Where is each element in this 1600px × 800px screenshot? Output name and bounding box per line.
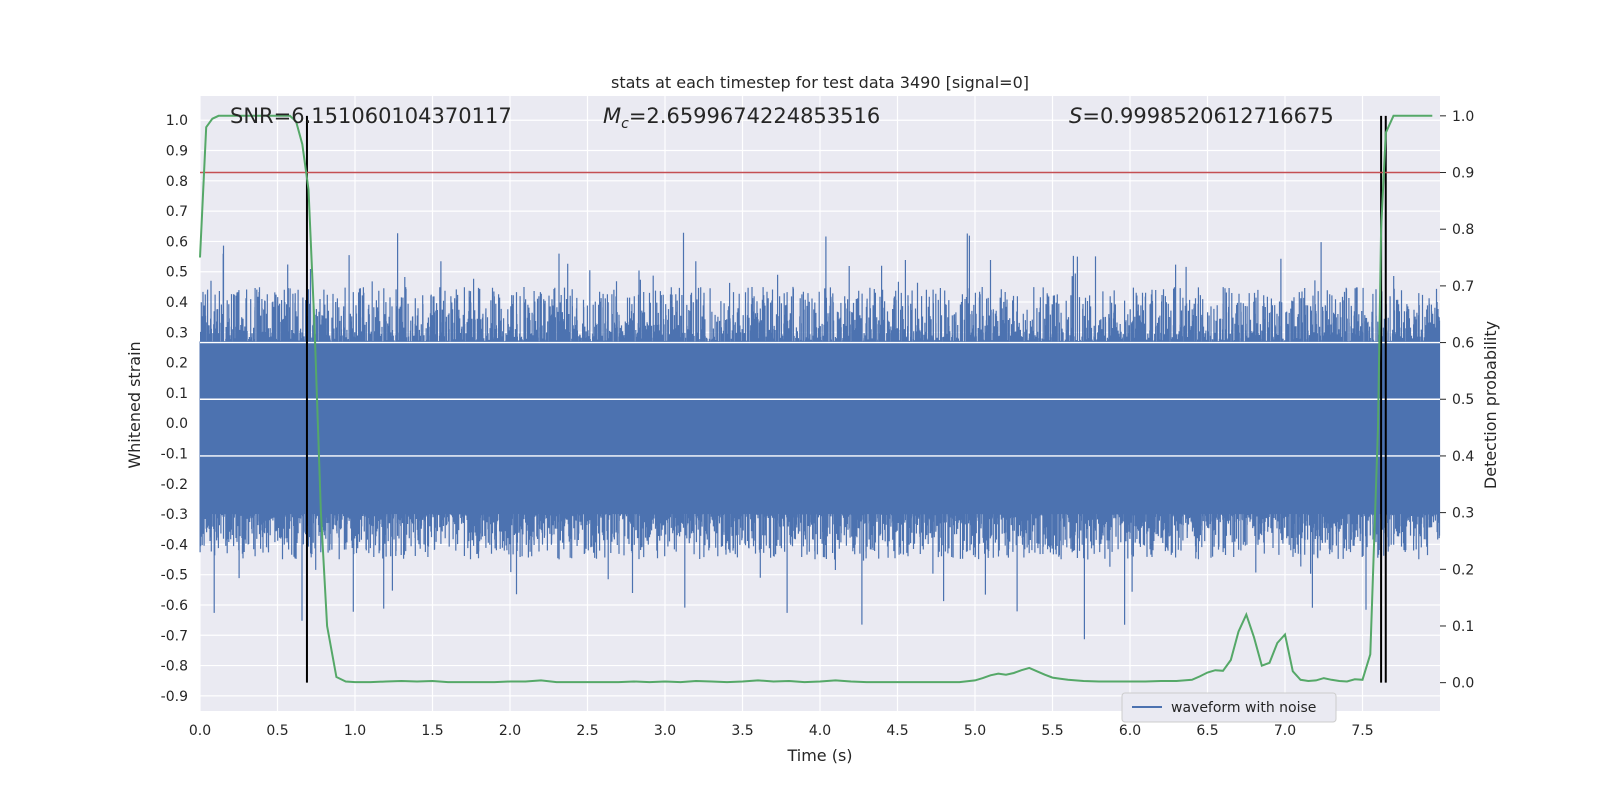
y2-tick-label-10: 0.0 xyxy=(1452,676,1474,692)
x-tick-label-4: 2.0 xyxy=(499,723,521,739)
y-tick-label-4: 0.6 xyxy=(166,234,188,250)
y-tick-label-12: -0.2 xyxy=(161,477,188,493)
y-tick-label-14: -0.4 xyxy=(161,537,188,553)
y2-tick-label-8: 0.2 xyxy=(1452,562,1474,578)
y2-axis-label: Detection probability xyxy=(1481,321,1500,489)
y2-tick-label-4: 0.6 xyxy=(1452,336,1474,352)
y-tick-label-13: -0.3 xyxy=(161,507,188,523)
x-tick-label-1: 0.5 xyxy=(266,723,288,739)
y-tick-label-11: -0.1 xyxy=(161,446,188,462)
y-tick-label-19: -0.9 xyxy=(161,689,188,705)
y2-tick-label-9: 0.1 xyxy=(1452,619,1474,635)
snr-annotation: SNR=6.151060104370117 xyxy=(230,104,512,128)
x-tick-label-8: 4.0 xyxy=(809,723,831,739)
x-tick-label-9: 4.5 xyxy=(886,723,908,739)
x-tick-label-11: 5.5 xyxy=(1041,723,1063,739)
y-tick-label-10: 0.0 xyxy=(166,416,188,432)
x-tick-label-12: 6.0 xyxy=(1119,723,1141,739)
x-tick-label-3: 1.5 xyxy=(421,723,443,739)
y-tick-label-2: 0.8 xyxy=(166,174,188,190)
chart-title: stats at each timestep for test data 349… xyxy=(611,73,1029,92)
y2-tick-label-2: 0.8 xyxy=(1452,222,1474,238)
y2-tick-label-5: 0.5 xyxy=(1452,392,1474,408)
y2-tick-label-0: 1.0 xyxy=(1452,109,1474,125)
x-tick-label-10: 5.0 xyxy=(964,723,986,739)
y-tick-label-8: 0.2 xyxy=(166,356,188,372)
y2-tick-label-1: 0.9 xyxy=(1452,166,1474,182)
x-tick-label-7: 3.5 xyxy=(731,723,753,739)
probability-line xyxy=(199,114,1433,684)
y-tick-label-6: 0.4 xyxy=(166,295,188,311)
y-tick-label-1: 0.9 xyxy=(166,144,188,160)
y-tick-label-15: -0.5 xyxy=(161,568,188,584)
y-tick-label-3: 0.7 xyxy=(166,204,188,220)
x-tick-label-6: 3.0 xyxy=(654,723,676,739)
chirp-mass-annotation: Mc=2.6599674224853516 xyxy=(603,104,880,132)
y-tick-label-18: -0.8 xyxy=(161,659,188,675)
chirp-mass-value: =2.6599674224853516 xyxy=(629,104,880,128)
y2-tick-labels: 1.0 0.9 0.8 0.7 0.6 0.5 0.4 0.3 0.2 0.1 0.0 xyxy=(1440,109,1474,692)
y-axis-label: Whitened strain xyxy=(125,341,144,468)
waveform-series xyxy=(199,232,1441,640)
x-tick-label-2: 1.0 xyxy=(344,723,366,739)
y-tick-label-9: 0.1 xyxy=(166,386,188,402)
x-tick-label-0: 0.0 xyxy=(189,723,211,739)
y-tick-label-5: 0.5 xyxy=(166,265,188,281)
x-tick-label-5: 2.5 xyxy=(576,723,598,739)
x-tick-label-14: 7.0 xyxy=(1274,723,1296,739)
s-annotation: S=0.9998520612716675 xyxy=(1069,104,1334,128)
s-value: =0.9998520612716675 xyxy=(1082,104,1333,128)
x-axis-label: Time (s) xyxy=(786,746,852,765)
y2-tick-label-6: 0.4 xyxy=(1452,449,1474,465)
x-tick-label-15: 7.5 xyxy=(1351,723,1373,739)
legend-label: waveform with noise xyxy=(1171,700,1316,716)
s-symbol: S xyxy=(1069,104,1082,128)
y-tick-label-17: -0.7 xyxy=(161,628,188,644)
waveform-line xyxy=(199,232,1441,640)
y-tick-labels: 1.0 0.9 0.8 0.7 0.6 0.5 0.4 0.3 0.2 0.1 0.0 -0.1 -0.… xyxy=(161,113,188,705)
y-tick-label-7: 0.3 xyxy=(166,325,188,341)
legend-box xyxy=(1121,692,1337,723)
probability-series xyxy=(199,114,1433,684)
x-tick-labels: 0.0 0.5 1.0 1.5 2.0 2.5 3.0 3.5 4.0 4.5 5.0 5.5 6.0 6… xyxy=(189,723,1374,739)
y-tick-label-0: 1.0 xyxy=(166,113,188,129)
y-tick-label-16: -0.6 xyxy=(161,598,188,614)
x-tick-label-13: 6.5 xyxy=(1196,723,1218,739)
chirp-mass-symbol: M xyxy=(603,104,621,128)
chirp-mass-subscript: c xyxy=(621,116,629,132)
y2-tick-label-3: 0.7 xyxy=(1452,279,1474,295)
y2-tick-label-7: 0.3 xyxy=(1452,506,1474,522)
legend: waveform with noise xyxy=(1121,692,1337,723)
